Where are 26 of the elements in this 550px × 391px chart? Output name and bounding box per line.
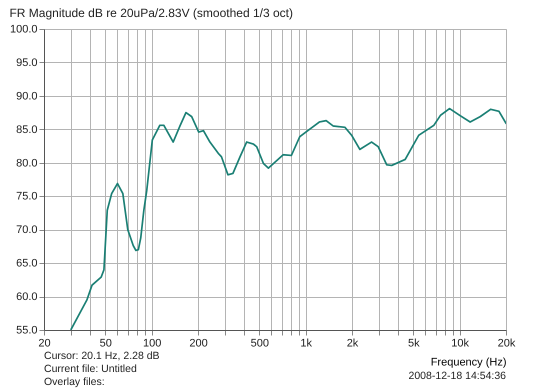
chart-title: FR Magnitude dB re 20uPa/2.83V (smoothed 1/3 oct) bbox=[9, 6, 293, 20]
x-tick-label: 20 bbox=[38, 338, 51, 350]
y-tick-label: 75.0 bbox=[16, 190, 38, 203]
x-tick-label: 5k bbox=[408, 338, 420, 350]
x-tick-label: 20k bbox=[498, 338, 516, 350]
x-tick-label: 1k bbox=[300, 338, 312, 350]
x-tick-label: 500 bbox=[250, 338, 269, 350]
y-tick-label: 70.0 bbox=[16, 224, 38, 236]
text: Current file: Untitled bbox=[44, 363, 137, 375]
y-tick-label: 100.0 bbox=[10, 24, 38, 36]
y-tick-label: 95.0 bbox=[16, 56, 38, 69]
y-tick-label: 80.0 bbox=[16, 157, 38, 170]
x-tick-label: 50 bbox=[100, 338, 112, 350]
x-tick-label: 2k bbox=[346, 338, 359, 350]
x-axis-title: Frequency (Hz) bbox=[430, 356, 506, 368]
x-tick-label: 10k bbox=[451, 338, 470, 350]
x-tick-label: 200 bbox=[189, 338, 208, 350]
text: Cursor: 20.1 Hz, 2.28 dB bbox=[44, 350, 160, 362]
x-tick-label: 100 bbox=[142, 338, 162, 350]
y-tick-label: 65.0 bbox=[16, 258, 38, 270]
y-tick-label: 55.0 bbox=[16, 324, 38, 336]
y-tick-label: 90.0 bbox=[16, 90, 38, 102]
y-tick-label: 60.0 bbox=[16, 291, 38, 304]
y-tick-label: 85.0 bbox=[16, 124, 38, 136]
text: 2008-12-18 14:54:36 bbox=[408, 370, 506, 382]
text: Overlay files: bbox=[44, 376, 105, 388]
